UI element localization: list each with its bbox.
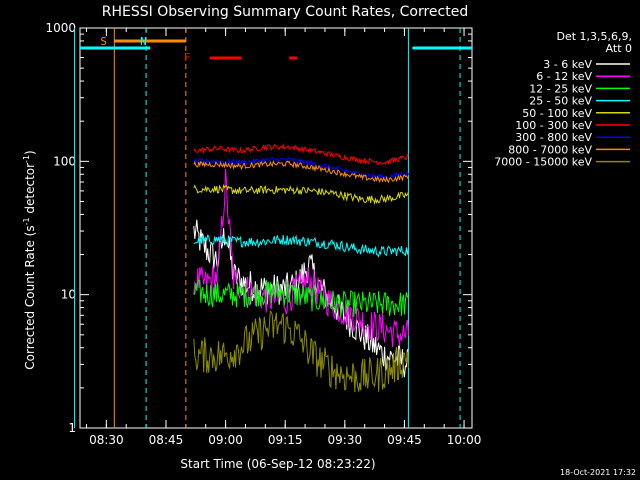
- series-line: [193, 279, 409, 318]
- y-axis-label-main: Corrected Count Rate (s: [23, 225, 37, 369]
- y-axis-label: Corrected Count Rate (s-1 detector-1): [22, 150, 37, 369]
- y-tick-label: 1: [68, 421, 76, 435]
- legend-label: 6 - 12 keV: [536, 70, 592, 83]
- y-axis-label-mid: detector: [23, 163, 37, 218]
- x-tick-label: 08:45: [149, 433, 184, 447]
- x-tick-label: 09:15: [268, 433, 303, 447]
- y-tick-label: 100: [53, 154, 76, 168]
- legend-label: 300 - 800 keV: [515, 131, 592, 144]
- legend-label: 7000 - 15000 keV: [494, 156, 592, 169]
- legend-label: 25 - 50 keV: [529, 95, 592, 108]
- y-axis-label-sup2: -1: [22, 155, 31, 163]
- y-tick-label: 1000: [45, 21, 76, 35]
- timestamp: 18-Oct-2021 17:32: [560, 468, 636, 477]
- y-axis-label-sup1: -1: [22, 217, 31, 225]
- legend-header-line-2: Att 0: [606, 42, 632, 55]
- flag-annotation-s: S: [100, 35, 107, 48]
- legend-label: 3 - 6 keV: [543, 58, 592, 71]
- svg-text:Corrected Count Rate (s-1 dete: Corrected Count Rate (s-1 detector-1): [22, 150, 37, 369]
- series-line: [193, 310, 409, 393]
- series-line: [193, 184, 409, 206]
- x-tick-label: 10:00: [447, 433, 482, 447]
- x-axis-label: Start Time (06-Sep-12 08:23:22): [180, 457, 375, 471]
- chart-title: RHESSI Observing Summary Count Rates, Co…: [102, 4, 468, 20]
- series-line: [193, 142, 409, 166]
- series-line: [193, 168, 409, 348]
- series-line: [193, 160, 409, 184]
- flag-annotation-n: N: [140, 35, 147, 48]
- legend-label: 100 - 300 keV: [515, 119, 592, 132]
- flag-annotation-f: F: [184, 51, 191, 64]
- y-tick-label: 10: [61, 288, 76, 302]
- legend-label: 50 - 100 keV: [522, 107, 592, 120]
- y-axis-label-end: ): [23, 150, 37, 155]
- legend-label: 12 - 25 keV: [529, 82, 592, 95]
- series-line: [193, 156, 409, 181]
- x-tick-label: 08:30: [89, 433, 124, 447]
- plot-area: 1 10 100 1000 08:30 08:45 09:00 09:15 09:30 09:45…: [45, 21, 481, 447]
- x-tick-label: 09:30: [328, 433, 363, 447]
- legend-label: 800 - 7000 keV: [508, 143, 592, 156]
- series-line: [193, 234, 409, 258]
- x-tick-label: 09:45: [387, 433, 422, 447]
- plot-frame: [79, 27, 473, 429]
- legend-header-line-1: Det 1,3,5,6,9,: [556, 30, 632, 43]
- x-tick-label: 09:00: [208, 433, 243, 447]
